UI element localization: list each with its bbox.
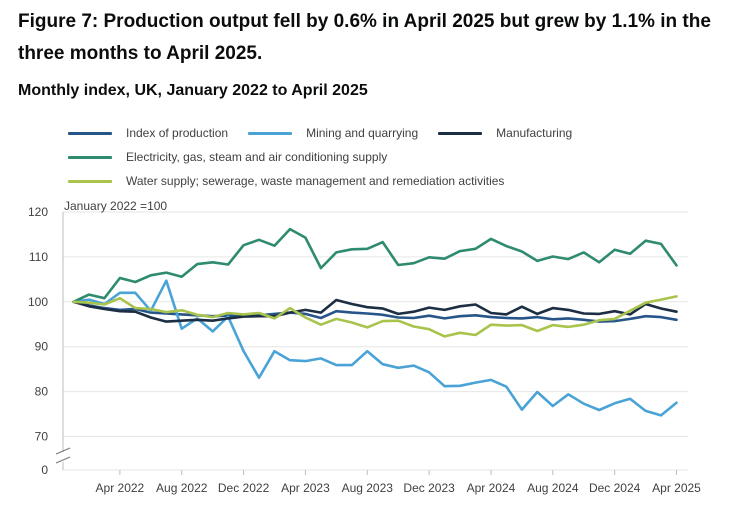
x-tick-label: Aug 2024 xyxy=(527,481,579,495)
x-tick-label: Dec 2023 xyxy=(403,481,455,495)
legend-item-manufacturing[interactable]: Manufacturing xyxy=(438,126,572,140)
legend-label: Electricity, gas, steam and air conditio… xyxy=(126,150,388,164)
x-tick-label: Dec 2024 xyxy=(589,481,641,495)
y-tick-label: 0 xyxy=(41,463,48,477)
legend-item-electricity-gas[interactable]: Electricity, gas, steam and air conditio… xyxy=(68,150,387,164)
x-tick-label: Apr 2025 xyxy=(652,481,701,495)
series-line-3 xyxy=(72,227,678,304)
x-tick-label: Aug 2022 xyxy=(156,481,208,495)
figure-title: Figure 7: Production output fell by 0.6%… xyxy=(18,11,711,64)
legend-label: Index of production xyxy=(126,126,229,140)
legend-swatch xyxy=(438,131,483,135)
series-line-2 xyxy=(72,298,678,323)
series-line-4 xyxy=(72,295,678,338)
y-axis-label: January 2022 =100 xyxy=(64,199,167,213)
y-tick-label: 100 xyxy=(28,295,48,309)
axis-break-mark xyxy=(55,447,71,455)
legend-swatch xyxy=(248,131,293,135)
y-tick-label: 90 xyxy=(35,340,49,354)
y-tick-label: 80 xyxy=(35,385,49,399)
legend-swatch xyxy=(68,131,112,135)
legend-item-mining-and-quarrying[interactable]: Mining and quarrying xyxy=(248,126,418,140)
figure-subtitle: Monthly index, UK, January 2022 to April… xyxy=(18,82,368,99)
y-tick-label: 70 xyxy=(35,430,49,444)
legend-swatch xyxy=(68,155,112,159)
series-line-0 xyxy=(72,300,678,323)
legend-label: Manufacturing xyxy=(496,126,573,140)
x-tick-label: Apr 2022 xyxy=(96,481,145,495)
legend-label: Mining and quarrying xyxy=(306,126,419,140)
x-tick-label: Apr 2023 xyxy=(281,481,330,495)
axis-break-mark xyxy=(55,456,71,464)
legend-swatch xyxy=(68,179,112,183)
y-tick-label: 110 xyxy=(29,250,48,264)
chart-legend: Index of production Mining and quarrying… xyxy=(68,121,688,193)
legend-label: Water supply; sewerage, waste management… xyxy=(126,174,505,188)
x-tick-label: Dec 2022 xyxy=(218,481,270,495)
x-tick-label: Aug 2023 xyxy=(342,481,394,495)
series-line-1 xyxy=(72,279,678,417)
legend-item-index-of-production[interactable]: Index of production xyxy=(68,126,228,140)
y-tick-label: 120 xyxy=(28,205,48,219)
legend-item-water-supply[interactable]: Water supply; sewerage, waste management… xyxy=(68,174,504,188)
x-tick-label: Apr 2024 xyxy=(467,481,516,495)
